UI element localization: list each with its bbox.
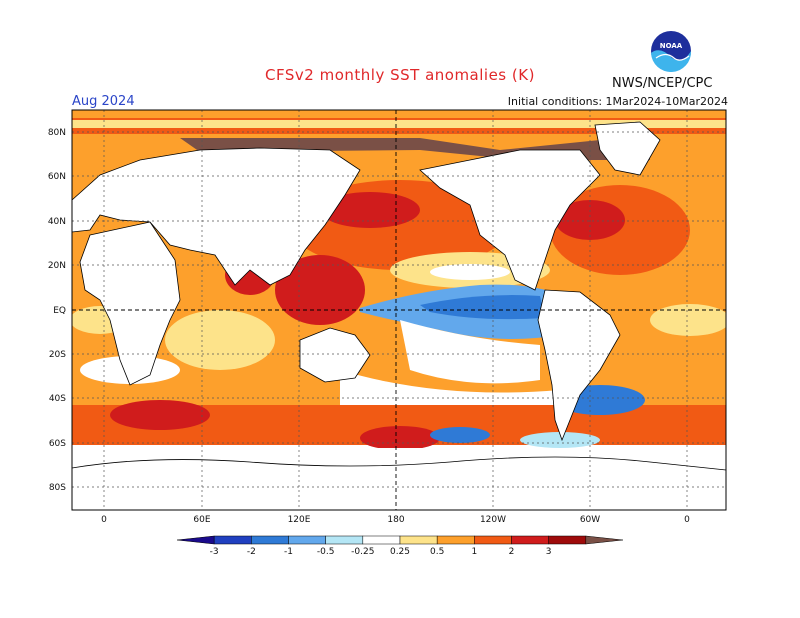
equator-dateline [72, 110, 726, 510]
lon-label: 60E [193, 515, 210, 525]
colorbar-label: -2 [247, 547, 256, 557]
longitude-labels: 0 60E 120E 180 120W 60W 0 [101, 515, 690, 525]
chart-title: CFSv2 monthly SST anomalies (K) [265, 66, 535, 84]
lat-label: 20N [48, 261, 66, 271]
anomaly-field [72, 110, 726, 510]
lon-label: 120E [288, 515, 311, 525]
lon-label: 0 [101, 515, 107, 525]
colorbar-label: 3 [546, 547, 552, 557]
colorbar-label: -3 [210, 547, 219, 557]
lat-label: 80N [48, 128, 66, 138]
colorbar-swatch [474, 535, 512, 545]
colorbar-swatch [511, 535, 549, 545]
colorbar-swatch [251, 535, 289, 545]
colorbar-swatch [213, 535, 252, 545]
colorbar-swatch [362, 535, 401, 545]
colorbar-swatch [436, 535, 475, 545]
map-frame [71, 109, 727, 511]
colorbar-label: 0.5 [430, 547, 444, 557]
colorbar-swatch [325, 535, 364, 545]
lon-label: 120W [480, 515, 506, 525]
colorbar-label: 1 [471, 547, 477, 557]
svg-text:NOAA: NOAA [660, 42, 683, 50]
lon-label: 0 [684, 515, 690, 525]
colorbar-swatch [399, 535, 438, 545]
lat-label: 40N [48, 217, 66, 227]
colorbar-swatch [288, 535, 326, 545]
colorbar-label: -0.25 [351, 547, 374, 557]
agency-label: NWS/NCEP/CPC [612, 76, 713, 91]
lat-label: EQ [53, 306, 66, 316]
colorbar-label: 2 [509, 547, 515, 557]
lat-label: 40S [49, 394, 66, 404]
colorbar-swatch [585, 535, 624, 545]
colorbar-swatch [548, 535, 587, 545]
latitude-labels: 80N 60N 40N 20N EQ 20S 40S 60S 80S [48, 128, 66, 493]
lon-label: 60W [580, 515, 600, 525]
colorbar-label: 0.25 [390, 547, 410, 557]
lat-label: 20S [49, 350, 66, 360]
noaa-logo-icon: NOAA [651, 31, 692, 72]
colorbar-label: -0.5 [317, 547, 335, 557]
lat-label: 60S [49, 439, 66, 449]
colorbar-swatch [176, 535, 215, 545]
lon-label: 180 [387, 515, 404, 525]
continents [72, 121, 726, 510]
initial-conditions: Initial conditions: 1Mar2024-10Mar2024 [507, 95, 728, 108]
colorbar-label: -1 [284, 547, 293, 557]
forecast-period: Aug 2024 [72, 94, 135, 109]
colorbar: -3 -2 -1 -0.5 -0.25 0.25 0.5 1 2 3 [176, 535, 624, 557]
lat-label: 60N [48, 172, 66, 182]
lat-label: 80S [49, 483, 66, 493]
